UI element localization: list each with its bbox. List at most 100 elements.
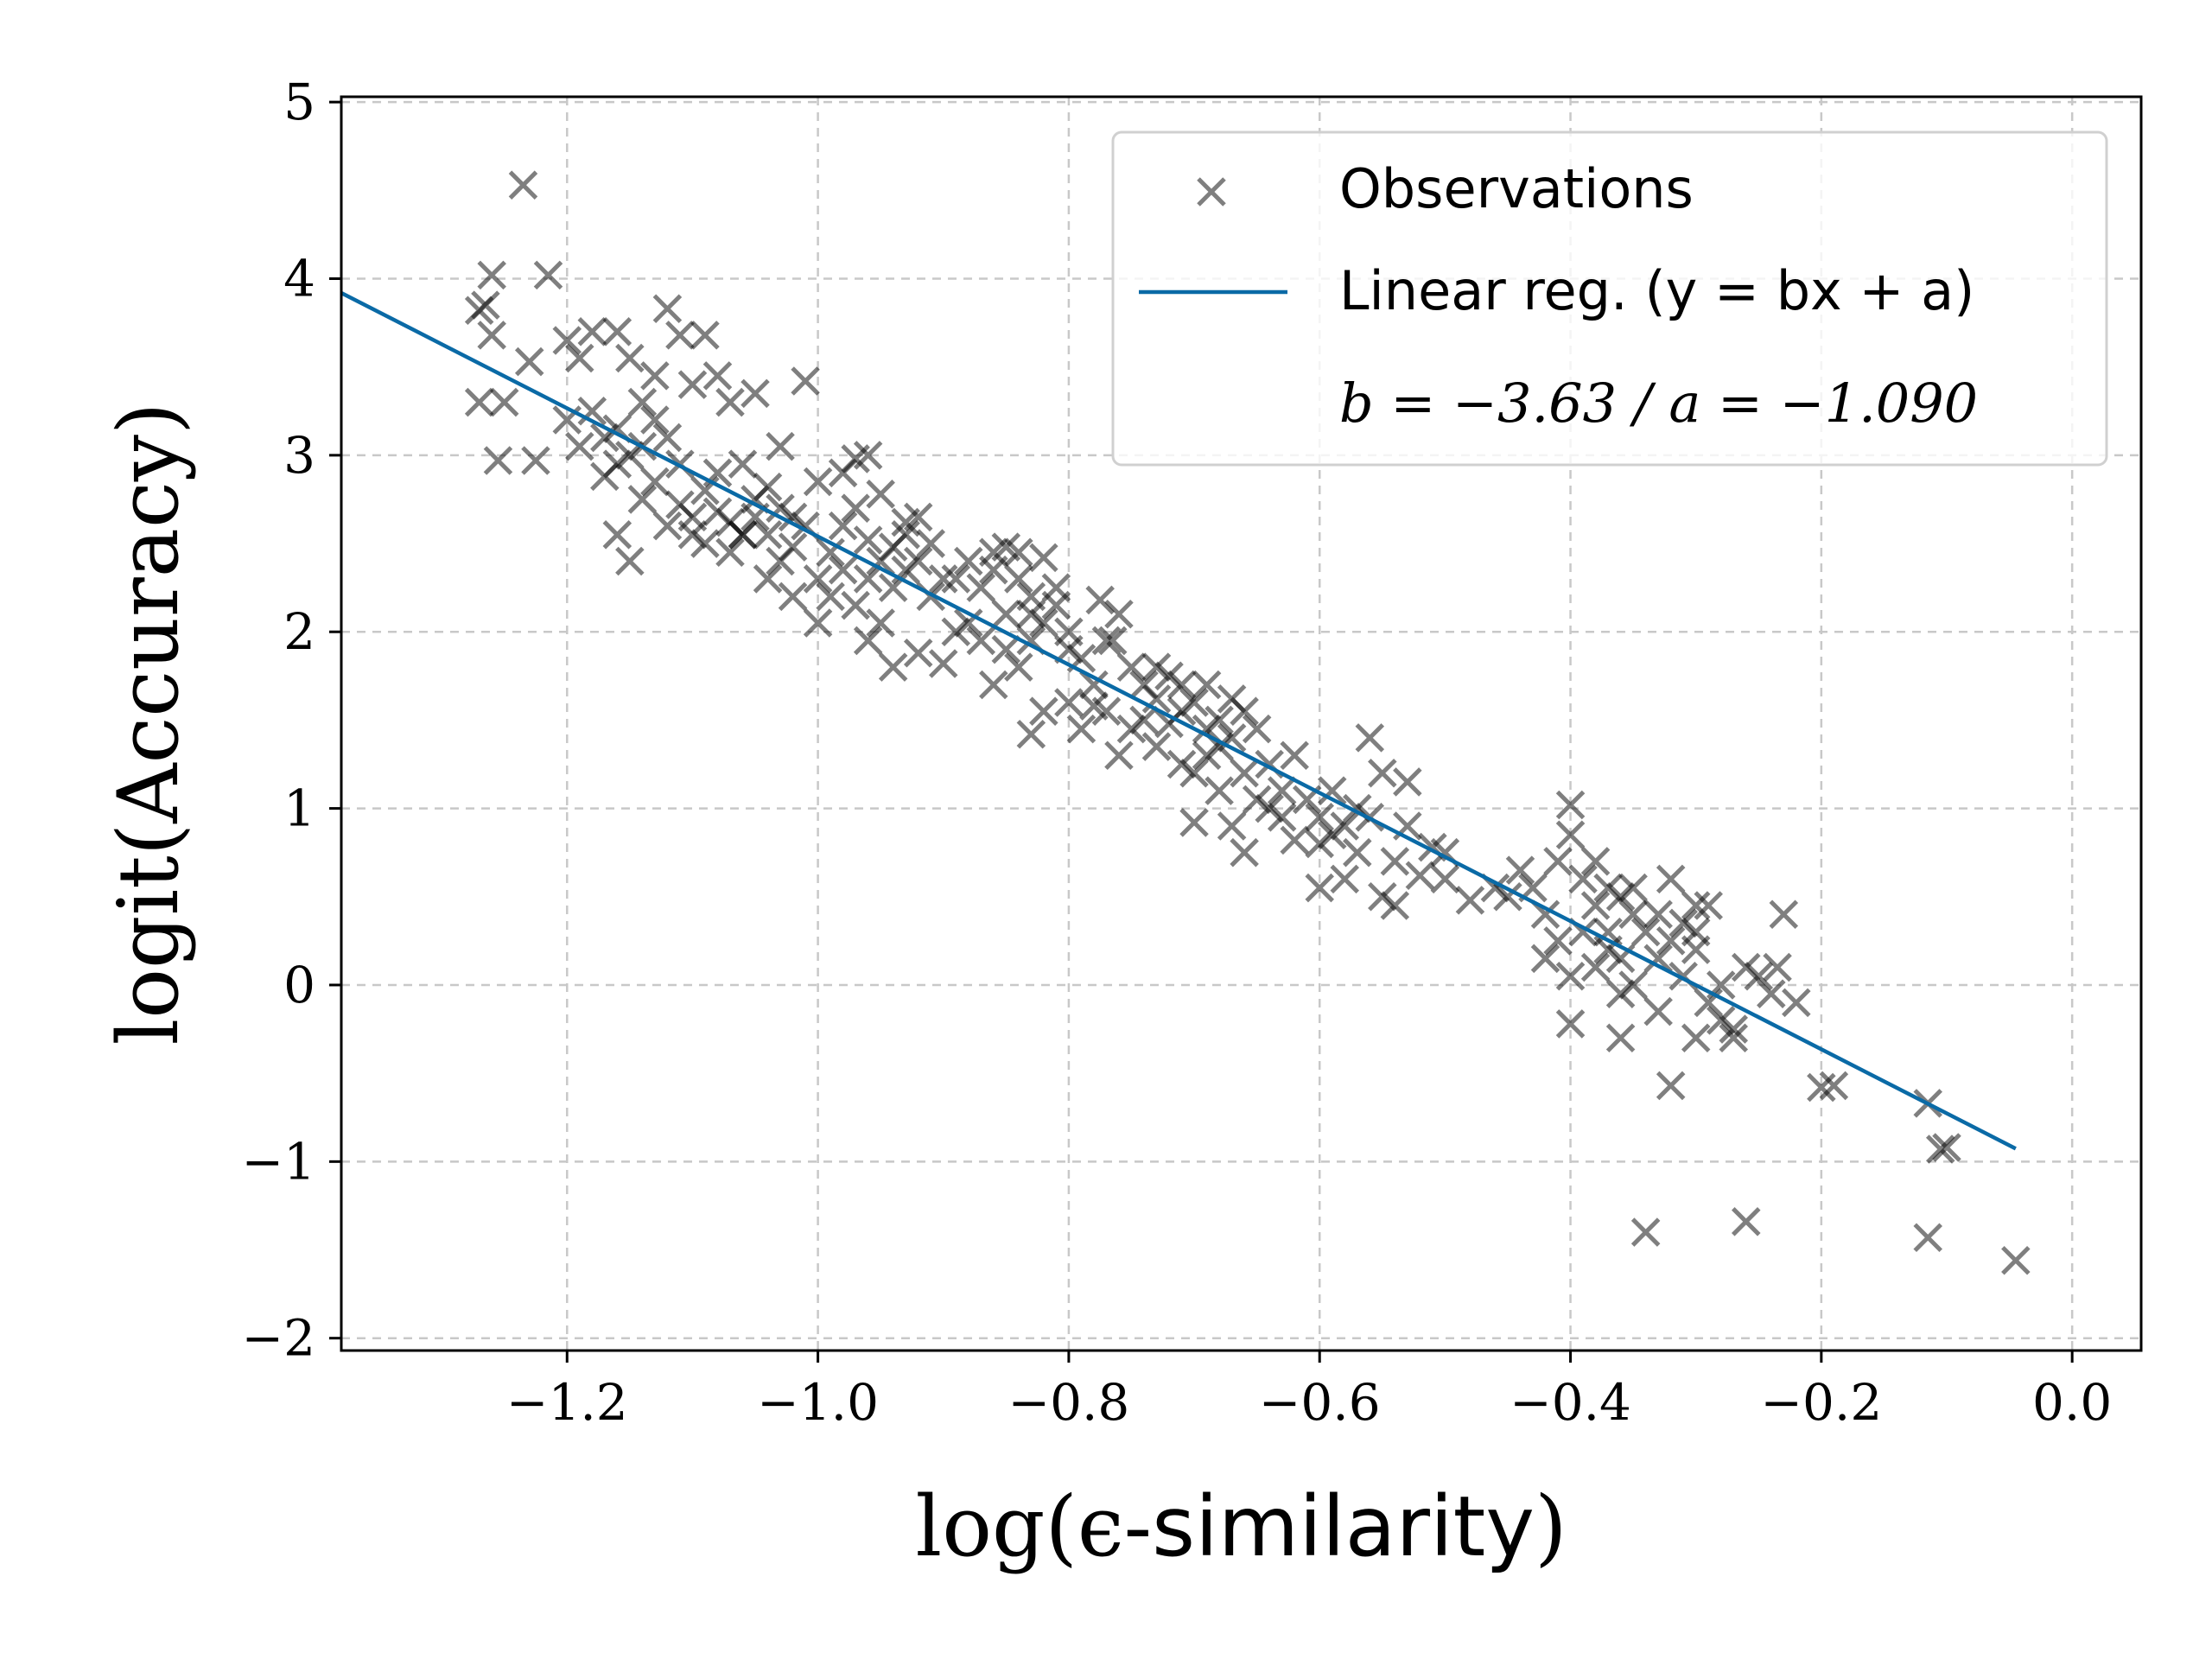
observation-point — [991, 600, 1021, 629]
observation-point — [1317, 820, 1347, 850]
observation-point — [677, 502, 708, 532]
observation-point — [741, 378, 770, 409]
observation-point — [1380, 891, 1410, 920]
legend-fit-parameters: b = −3.63 / a = −1.090 — [1339, 372, 1978, 435]
observation-point — [1455, 886, 1485, 915]
observation-point — [615, 546, 645, 576]
observation-point — [903, 638, 933, 668]
observation-point — [565, 343, 594, 373]
observation-point — [866, 480, 895, 509]
observation-point — [1129, 705, 1159, 735]
observation-point — [1217, 723, 1247, 753]
observation-point — [1255, 793, 1284, 823]
observation-point — [1141, 732, 1172, 761]
observation-point — [778, 502, 808, 532]
observation-point — [1593, 935, 1623, 964]
observation-point — [1430, 864, 1460, 894]
y-tick-label: 2 — [283, 602, 315, 661]
observation-point — [464, 296, 494, 326]
regression-line — [340, 290, 2017, 1151]
legend-observation-marker — [1197, 177, 1226, 207]
observation-point — [1305, 829, 1334, 859]
observation-point — [1618, 873, 1648, 903]
observation-point — [1618, 970, 1648, 1000]
observation-point — [979, 670, 1008, 700]
observation-points — [464, 170, 2031, 1275]
x-axis-title-math: log(ϵ- — [915, 1478, 1152, 1575]
observation-point — [816, 537, 845, 568]
observation-point — [602, 449, 632, 479]
observation-point — [791, 366, 820, 396]
observation-point — [1580, 891, 1611, 920]
observation-point — [1166, 749, 1197, 779]
legend-box — [1111, 130, 2108, 467]
observation-point — [1305, 873, 1334, 903]
observation-point — [991, 634, 1021, 664]
observation-point — [1656, 926, 1686, 956]
x-tick-label: −0.4 — [1510, 1373, 1631, 1432]
observation-point — [1719, 1014, 1749, 1044]
observation-point — [1016, 719, 1046, 749]
legend-fit-label: Linear reg. (y = bx + a) — [1339, 259, 1974, 322]
observation-point — [1029, 543, 1058, 573]
observation-point — [1605, 979, 1636, 1008]
y-tick-label: −1 — [242, 1132, 316, 1191]
observation-point — [1656, 864, 1686, 894]
observation-point — [1643, 944, 1673, 974]
observation-point — [853, 525, 883, 555]
observation-point — [690, 529, 720, 558]
observation-point — [715, 387, 745, 417]
observation-point — [941, 564, 971, 594]
observation-point — [878, 532, 908, 562]
observation-point — [514, 346, 544, 377]
observation-point — [1643, 899, 1673, 929]
observation-point — [1580, 952, 1611, 982]
observation-point — [1555, 790, 1586, 820]
x-tick-label: −0.2 — [1760, 1373, 1882, 1432]
observation-point — [508, 170, 538, 200]
axis-ticks: −1.2 −1.0 −0.8 −0.6 −0.4 −0.2 0.0 −2 −1 0 1 2 3 4 5 — [242, 73, 2113, 1432]
observation-point — [1555, 1009, 1586, 1039]
observation-point — [1355, 723, 1385, 753]
observation-point — [1925, 1135, 1955, 1164]
observation-point — [966, 626, 996, 656]
observation-point — [1555, 961, 1586, 991]
observation-point — [1330, 811, 1360, 841]
observation-point — [552, 326, 582, 355]
observation-point — [1079, 670, 1109, 700]
observation-point — [1317, 776, 1347, 805]
observation-point — [1230, 758, 1259, 788]
observation-point — [1166, 670, 1197, 700]
observation-point — [1085, 585, 1115, 615]
x-axis-title-close: ) — [1535, 1478, 1567, 1575]
observation-point — [577, 397, 607, 426]
observation-point — [1004, 564, 1033, 594]
observation-point — [1669, 908, 1698, 938]
observation-point — [1004, 537, 1033, 568]
observation-point — [1580, 847, 1611, 876]
y-axis-title: logit(Accuracy) — [100, 403, 197, 1046]
y-tick-label: 3 — [283, 426, 315, 485]
x-tick-label: −0.8 — [1007, 1373, 1129, 1432]
observation-point — [803, 467, 833, 497]
observation-point — [1305, 803, 1334, 832]
observation-point — [1104, 600, 1134, 629]
observation-point — [702, 361, 733, 391]
observation-point — [1819, 1071, 1849, 1101]
y-tick-label: 0 — [283, 956, 315, 1014]
observation-point — [828, 458, 858, 488]
x-tick-label: −1.2 — [506, 1373, 628, 1432]
observation-point — [1782, 988, 1811, 1018]
observation-point — [665, 321, 695, 350]
observation-point — [1543, 847, 1573, 876]
observation-point — [1280, 741, 1309, 771]
observation-point — [1066, 714, 1096, 744]
observation-point — [954, 608, 983, 638]
observation-point — [1719, 1023, 1749, 1053]
observation-point — [1192, 670, 1222, 700]
observation-point — [1205, 776, 1234, 805]
observation-point — [640, 405, 670, 435]
observation-point — [1141, 684, 1172, 714]
observation-point — [1230, 837, 1259, 868]
observation-point — [966, 573, 996, 602]
